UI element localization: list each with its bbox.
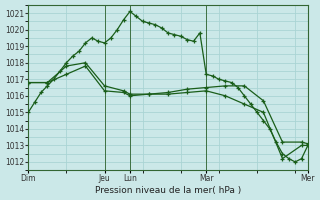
- X-axis label: Pression niveau de la mer( hPa ): Pression niveau de la mer( hPa ): [95, 186, 241, 195]
